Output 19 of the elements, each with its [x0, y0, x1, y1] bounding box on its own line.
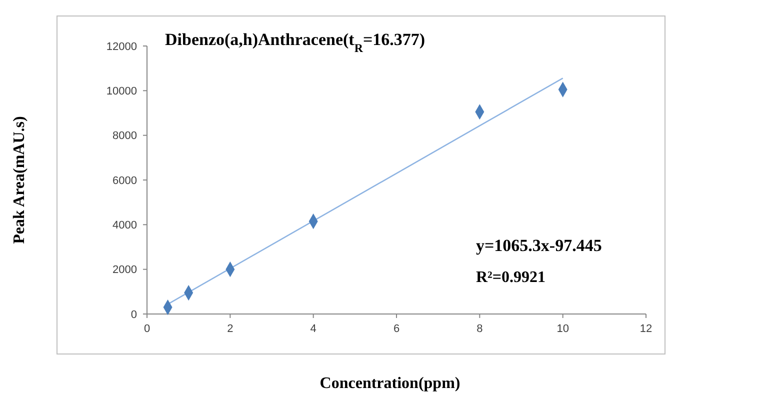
y-tick-label: 2000 — [112, 264, 137, 276]
annotation: y=1065.3x-97.445 — [476, 236, 602, 255]
y-tick-label: 10000 — [106, 86, 137, 98]
y-tick-label: 4000 — [112, 220, 137, 232]
x-tick-label: 0 — [144, 323, 150, 335]
x-tick-label: 4 — [310, 323, 316, 335]
y-tick-label: 8000 — [112, 130, 137, 142]
x-tick-label: 12 — [640, 323, 652, 335]
x-tick-label: 10 — [556, 323, 569, 335]
y-tick-label: 12000 — [106, 40, 137, 53]
annotation: R²=0.9921 — [476, 269, 546, 286]
y-axis-title: Peak Area(mAU.s) — [11, 116, 28, 244]
y-tick-label: 0 — [130, 308, 137, 321]
x-tick-label: 6 — [393, 323, 400, 335]
chart-title: Dibenzo(a,h)Anthracene(t$_{R}$=16.377) — [165, 30, 426, 55]
x-axis-title: Concentration(ppm) — [320, 375, 460, 392]
x-tick-label: 8 — [476, 323, 483, 335]
x-tick-label: 2 — [227, 323, 234, 335]
y-tick-label: 6000 — [112, 174, 137, 187]
